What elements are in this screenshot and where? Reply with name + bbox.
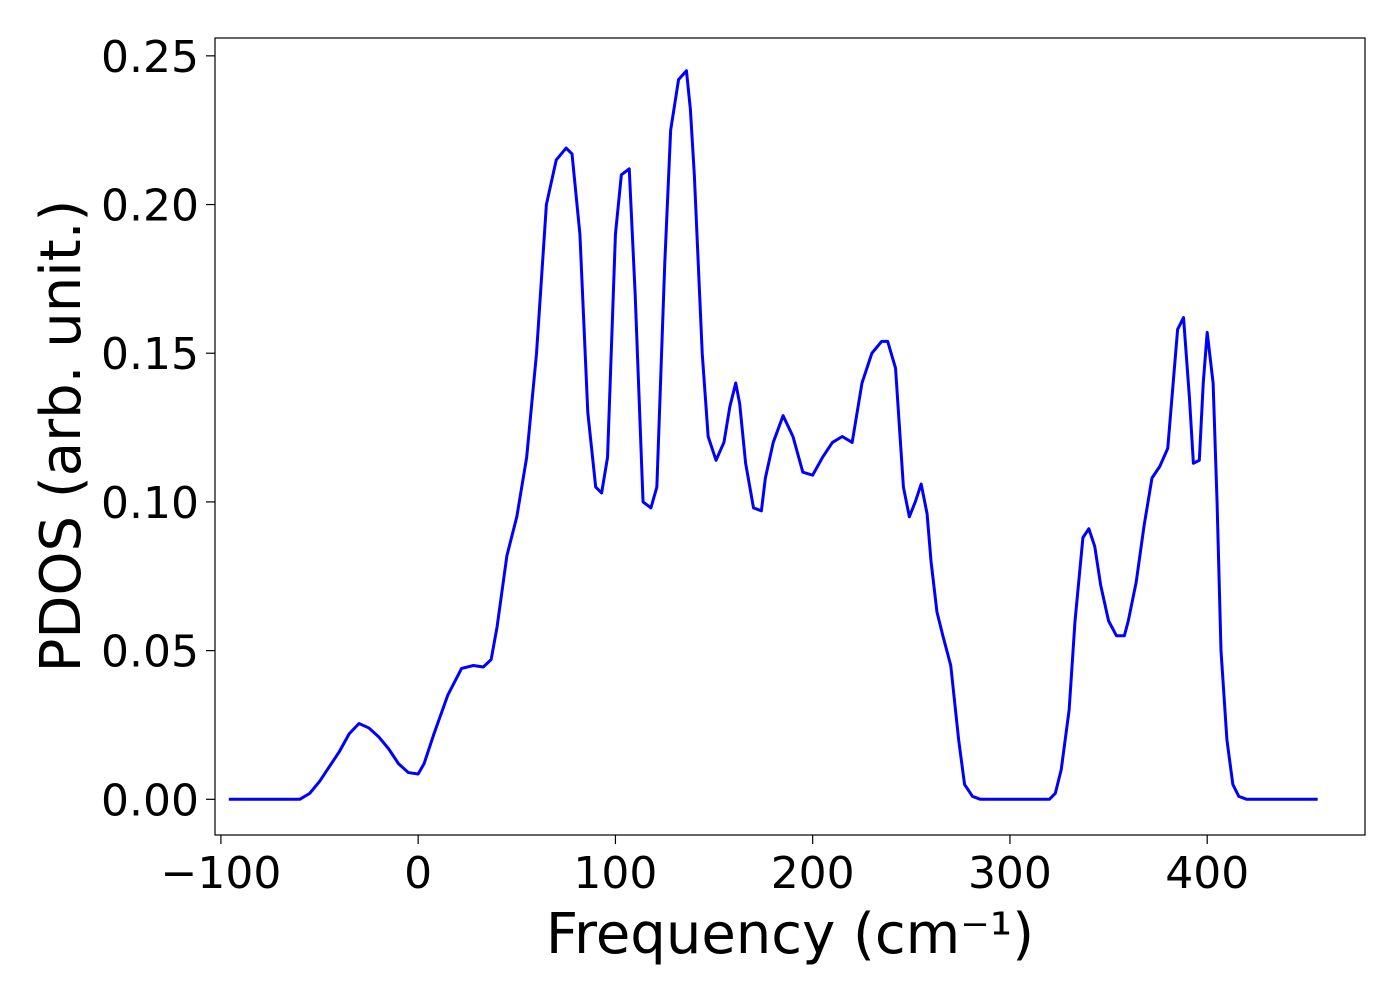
y-tick-label: 0.00 (101, 775, 199, 826)
x-tick-label: 200 (771, 848, 855, 899)
x-axis-label: Frequency (cm⁻¹) (546, 902, 1034, 967)
x-tick-label: 300 (968, 848, 1052, 899)
x-tick-label: 100 (573, 848, 657, 899)
y-axis-label: PDOS (arb. unit.) (29, 200, 94, 673)
x-tick-label: −100 (160, 848, 281, 899)
y-axis-ticks: 0.00 0.05 0.10 0.15 0.20 0.25 (101, 32, 215, 826)
y-tick-label: 0.25 (101, 32, 199, 83)
x-tick-label: 0 (404, 848, 432, 899)
y-tick-label: 0.20 (101, 181, 199, 232)
y-tick-label: 0.15 (101, 329, 199, 380)
x-tick-label: 400 (1165, 848, 1249, 899)
plot-content (228, 69, 1318, 801)
y-tick-label: 0.10 (101, 478, 199, 529)
pdos-series-line (228, 69, 1318, 801)
x-axis-ticks: −100 0 100 200 300 400 (160, 835, 1249, 899)
y-tick-label: 0.05 (101, 627, 199, 678)
plot-frame (214, 37, 1366, 836)
